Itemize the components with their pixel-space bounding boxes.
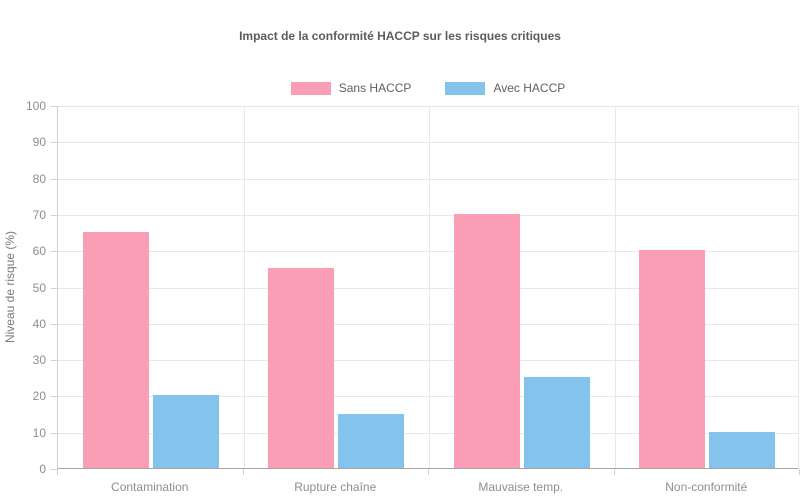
x-category-label-contamination: Contamination (111, 480, 189, 494)
gridline-x-boundary-2 (429, 106, 430, 468)
y-tick-label-0: 0 (39, 462, 46, 476)
y-tick-label-40: 40 (32, 316, 46, 331)
y-tick-mark-20 (51, 396, 57, 398)
gridline-y-60 (58, 251, 798, 253)
y-tick-label-50: 50 (32, 280, 46, 295)
gridline-y-40 (58, 323, 798, 325)
bar-avec-haccp-contamination (152, 395, 219, 468)
legend-item-sans-haccp[interactable]: Sans HACCP (290, 81, 412, 95)
gridline-y-80 (58, 178, 798, 180)
gridline-y-50 (58, 287, 798, 289)
gridline-y-30 (58, 360, 798, 362)
x-tick-mark-0 (57, 469, 58, 475)
chart-title: Impact de la conformité HACCP sur les ri… (239, 29, 561, 43)
legend-swatch-sans-haccp (290, 81, 331, 95)
bar-sans-haccp-mauvaise-temp (453, 213, 520, 468)
y-tick-label-10: 10 (32, 425, 46, 440)
gridline-y-20 (58, 396, 798, 398)
y-tick-mark-60 (51, 251, 57, 253)
bar-avec-haccp-rupture-cha-ne (338, 413, 405, 468)
bar-sans-haccp-non-conformit (639, 250, 706, 468)
y-tick-label-100: 100 (25, 99, 46, 113)
gridline-y-100 (58, 106, 798, 107)
legend-label: Sans HACCP (338, 81, 412, 95)
plot-area (57, 106, 799, 469)
y-tick-mark-90 (51, 142, 57, 144)
bar-avec-haccp-mauvaise-temp (523, 377, 590, 468)
x-category-label-rupture-cha-ne: Rupture chaîne (294, 480, 377, 494)
bar-avec-haccp-non-conformit (709, 431, 776, 468)
y-tick-label-90: 90 (32, 135, 46, 150)
y-tick-label-80: 80 (32, 171, 46, 186)
gridline-y-90 (58, 142, 798, 144)
gridline-x-boundary-1 (243, 106, 245, 468)
legend-item-avec-haccp[interactable]: Avec HACCP (445, 81, 565, 95)
gridline-y-10 (58, 432, 798, 434)
legend: Sans HACCP Avec HACCP (57, 81, 799, 95)
y-tick-label-70: 70 (32, 207, 46, 222)
gridline-x-boundary-3 (614, 106, 616, 468)
y-tick-mark-80 (51, 178, 57, 180)
y-tick-mark-70 (51, 214, 57, 216)
legend-label: Avec HACCP (493, 81, 566, 95)
y-tick-mark-0 (51, 469, 57, 470)
y-tick-mark-50 (51, 287, 57, 289)
y-tick-mark-30 (51, 360, 57, 362)
x-tick-mark-2 (428, 469, 429, 475)
y-tick-mark-10 (51, 432, 57, 434)
y-tick-label-60: 60 (32, 244, 46, 259)
y-tick-label-30: 30 (32, 353, 46, 368)
x-tick-mark-3 (613, 469, 615, 475)
bar-sans-haccp-rupture-cha-ne (268, 268, 335, 468)
x-tick-mark-1 (242, 469, 244, 475)
x-category-label-non-conformit: Non-conformité (665, 480, 748, 494)
legend-swatch-avec-haccp (445, 81, 486, 95)
y-tick-mark-100 (51, 106, 57, 107)
x-category-label-mauvaise-temp: Mauvaise temp. (478, 480, 564, 494)
y-tick-label-20: 20 (32, 389, 46, 404)
bar-sans-haccp-contamination (82, 232, 149, 468)
gridline-y-70 (58, 214, 798, 216)
y-tick-mark-40 (51, 323, 57, 325)
